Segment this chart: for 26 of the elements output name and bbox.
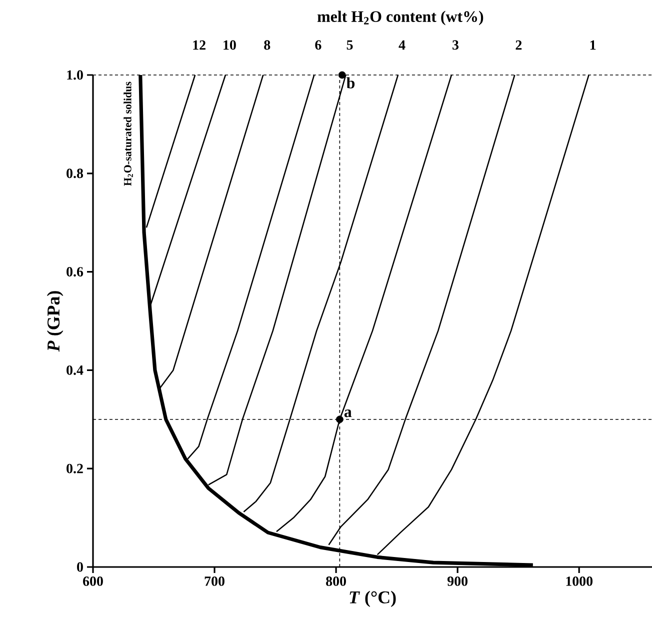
x-tick-label: 800 xyxy=(326,576,346,586)
y-tick-label: 1.0 xyxy=(67,70,83,80)
x-axis-title: T (°C) xyxy=(350,590,396,608)
x-tick-label: 900 xyxy=(447,576,468,586)
annotation: a xyxy=(344,410,352,418)
series-label: 10 xyxy=(224,40,236,50)
series-label: 5 xyxy=(346,40,353,50)
y-tick-label: 0.8 xyxy=(66,168,84,178)
y-tick-label: 0.4 xyxy=(66,365,84,375)
series-label: 4 xyxy=(398,40,406,50)
series-label: 1 xyxy=(590,40,596,50)
y-axis-title: P (GPa) xyxy=(46,291,64,352)
annotation: b xyxy=(346,77,355,88)
y-tick-label: 0.6 xyxy=(66,267,84,277)
series-label: 2 xyxy=(516,40,522,50)
x-tick-label: 1000 xyxy=(566,576,593,586)
series-label: 8 xyxy=(264,40,270,50)
series-label: 12 xyxy=(193,40,206,50)
text: H$_{2}$O-saturated solidus xyxy=(124,82,133,186)
series-label: 6 xyxy=(315,40,322,50)
x-tick-label: 700 xyxy=(204,576,224,586)
series-label: 3 xyxy=(452,40,459,50)
y-tick-label: 0.2 xyxy=(66,464,83,474)
x-tick-label: 600 xyxy=(83,576,103,586)
y-tick-label: 0 xyxy=(77,562,83,572)
chart-title: melt H$_{2}$O content (wt%) xyxy=(317,10,484,26)
